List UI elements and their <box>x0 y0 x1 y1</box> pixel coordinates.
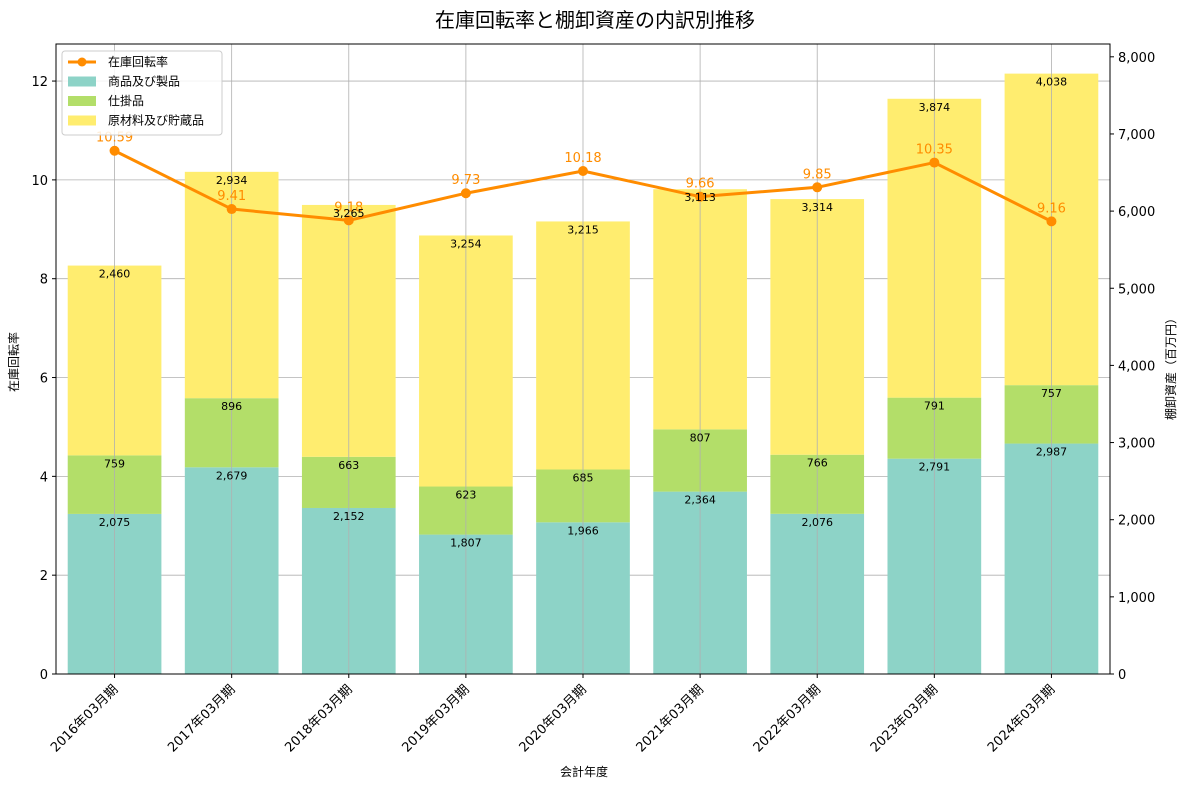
y-left-tick-label: 10 <box>31 174 48 189</box>
line-label: 9.85 <box>803 167 832 182</box>
x-tick-label: 2021年03月期 <box>634 682 707 755</box>
bar-label: 1,807 <box>450 537 482 550</box>
legend-swatch <box>68 76 96 87</box>
legend-box <box>61 50 223 136</box>
y-right-tick-label: 2,000 <box>1118 514 1155 529</box>
bar-label: 2,364 <box>684 494 716 507</box>
bar-label: 2,075 <box>99 516 131 529</box>
y-left-tick-label: 2 <box>40 569 48 584</box>
x-tick-label: 2022年03月期 <box>751 682 824 755</box>
bar-label: 4,038 <box>1036 76 1068 89</box>
line-label: 9.16 <box>1037 201 1066 216</box>
legend-entry: 在庫回転率 <box>108 54 168 69</box>
bar-label: 2,987 <box>1036 446 1068 459</box>
x-tick-label: 2018年03月期 <box>282 682 355 755</box>
y-right-tick-label: 7,000 <box>1118 128 1155 143</box>
bar-label: 2,679 <box>216 469 248 482</box>
y-axis-right-label: 棚卸資産（百万円） <box>1163 312 1178 420</box>
bar-label: 623 <box>455 489 476 502</box>
bar-label: 1,966 <box>567 524 599 537</box>
line-point <box>929 157 940 168</box>
y-right-tick-label: 0 <box>1118 668 1126 683</box>
bar-label: 757 <box>1041 387 1062 400</box>
y-left-tick-label: 6 <box>40 372 48 387</box>
y-right-tick-label: 5,000 <box>1118 282 1155 297</box>
x-tick-label: 2019年03月期 <box>399 682 472 755</box>
bar-label: 3,113 <box>684 191 716 204</box>
bar-label: 3,215 <box>567 223 599 236</box>
legend-entry: 仕掛品 <box>108 93 144 108</box>
bar-label: 759 <box>104 457 125 470</box>
y-right-tick-label: 8,000 <box>1118 51 1155 66</box>
line-label: 9.66 <box>686 177 715 192</box>
line-point <box>460 188 471 199</box>
legend-entry: 商品及び製品 <box>108 74 180 89</box>
bar-label: 685 <box>573 471 594 484</box>
y-right-tick-label: 1,000 <box>1118 591 1155 606</box>
line-point <box>695 191 706 202</box>
y-left-tick-label: 0 <box>40 668 48 683</box>
data-labels: 2,075 759 2,460 2,679 896 2,934 2,152 663 3,265 1… <box>99 76 1067 550</box>
line-point <box>226 204 237 215</box>
bar-label: 3,874 <box>919 101 951 114</box>
legend-entry: 原材料及び貯蔵品 <box>108 114 204 128</box>
bar-label: 2,076 <box>801 516 833 529</box>
legend-swatch <box>68 96 96 106</box>
bar-label: 896 <box>221 400 242 413</box>
line-label: 9.41 <box>217 189 246 204</box>
line-point <box>343 215 354 226</box>
bar-label: 807 <box>690 431 711 444</box>
x-tick-label: 2024年03月期 <box>985 682 1058 755</box>
bar-label: 766 <box>807 457 828 470</box>
line-label: 10.35 <box>916 143 953 158</box>
legend-swatch-marker <box>77 57 87 67</box>
x-tick-label: 2017年03月期 <box>165 682 238 755</box>
line-point <box>578 165 588 176</box>
bar-label: 3,314 <box>801 201 833 214</box>
line-label: 10.18 <box>564 151 601 166</box>
legend-swatch <box>68 115 96 126</box>
y-axis-left-label: 在庫回転率 <box>6 332 21 392</box>
line-point <box>109 145 120 156</box>
x-tick-label: 2016年03月期 <box>48 682 121 755</box>
bar-label: 2,934 <box>216 174 248 187</box>
x-axis-label: 会計年度 <box>560 764 608 779</box>
bar-label: 2,460 <box>99 268 131 281</box>
bar-label: 2,791 <box>919 461 951 474</box>
line-point <box>1046 216 1057 227</box>
line-point <box>812 182 823 193</box>
y-right-tick-label: 4,000 <box>1118 359 1155 374</box>
bar-label: 3,254 <box>450 237 482 250</box>
bar-label: 2,152 <box>333 510 365 523</box>
bar-label: 3,265 <box>333 207 365 220</box>
line-label: 9.18 <box>334 200 363 215</box>
x-tick-label: 2020年03月期 <box>517 682 590 755</box>
bar-label: 791 <box>924 400 945 413</box>
bar-label: 663 <box>338 459 359 472</box>
chart-title: 在庫回転率と棚卸資産の内訳別推移 <box>435 8 755 32</box>
y-right-tick-label: 6,000 <box>1118 205 1155 220</box>
x-tick-label: 2023年03月期 <box>868 682 941 755</box>
y-left-tick-label: 12 <box>31 75 48 90</box>
y-left-tick-label: 8 <box>40 273 48 288</box>
y-right-tick-label: 3,000 <box>1118 437 1155 452</box>
y-left-tick-label: 4 <box>40 470 48 485</box>
line-label: 9.73 <box>451 173 480 188</box>
